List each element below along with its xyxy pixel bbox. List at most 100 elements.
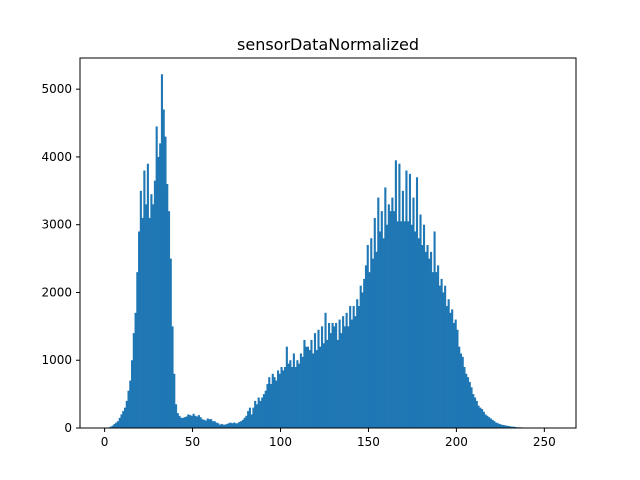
histogram-bar	[454, 319, 457, 428]
histogram-bar	[125, 400, 128, 428]
histogram-bar	[498, 423, 501, 428]
histogram-bar	[440, 278, 443, 428]
histogram-bar	[391, 197, 394, 428]
histogram-bar	[118, 417, 121, 428]
histogram-bar	[333, 326, 336, 428]
histogram-bar	[211, 421, 215, 428]
y-axis-ticks: 0 1000 2000 3000 4000 5000	[41, 82, 80, 435]
histogram-bar	[162, 109, 165, 428]
x-tick-label: 150	[357, 435, 380, 449]
histogram-bar	[271, 373, 274, 428]
histogram-bar	[189, 415, 192, 428]
histogram-bar	[401, 190, 404, 428]
x-tick-label: 50	[185, 435, 200, 449]
histogram-bar	[371, 258, 375, 428]
histogram-bar	[510, 426, 514, 428]
histogram-bar	[386, 224, 389, 428]
histogram-bar	[299, 353, 302, 428]
histogram-bar	[431, 272, 434, 428]
histogram-bar	[320, 326, 324, 428]
histogram-bar	[276, 370, 280, 428]
histogram-bar	[473, 397, 477, 428]
histogram-bar	[180, 417, 183, 428]
histogram-bar	[507, 425, 510, 428]
histogram-bar	[438, 285, 441, 428]
histogram-bar	[412, 197, 415, 428]
histogram-bar	[437, 265, 440, 428]
histogram-bar	[278, 373, 281, 428]
histogram-bar	[305, 346, 308, 428]
histogram-bar	[222, 424, 225, 428]
histogram-bar	[252, 407, 255, 428]
histogram-bar	[146, 163, 149, 428]
histogram-bar	[410, 224, 413, 428]
histogram-bar	[415, 177, 419, 428]
histogram-bar	[502, 424, 505, 428]
histogram-bar	[289, 360, 292, 428]
histogram-bar	[287, 363, 290, 428]
histogram-bar	[233, 422, 236, 428]
histogram-bar	[349, 306, 352, 428]
histogram-bar	[208, 419, 211, 428]
histogram-bar	[194, 415, 197, 428]
histogram-bar	[143, 170, 146, 428]
histogram-bar	[138, 231, 141, 428]
histogram-bar	[477, 405, 480, 428]
histogram-bar	[313, 333, 317, 428]
histogram-bar	[375, 251, 378, 428]
histogram-bar	[206, 418, 209, 428]
histogram-bar	[240, 421, 243, 428]
histogram-bar	[259, 400, 262, 428]
histogram-bar	[148, 217, 151, 428]
histogram-bar	[481, 409, 484, 428]
histogram-bar	[190, 415, 193, 428]
histogram-bar	[217, 423, 220, 428]
histogram-bar	[465, 373, 468, 428]
histogram-bar	[343, 326, 346, 428]
histogram-bar	[257, 397, 260, 428]
histogram-bar	[345, 312, 348, 428]
histogram-bar	[451, 309, 454, 428]
histogram-bar	[347, 326, 350, 428]
histogram-bar	[444, 285, 447, 428]
histogram-bar	[171, 326, 174, 428]
histogram-bar	[127, 390, 130, 428]
histogram-bar	[159, 143, 162, 428]
histogram-bar	[324, 312, 327, 428]
histogram-bar	[377, 197, 380, 428]
histogram-bar	[173, 373, 176, 428]
histogram-bars	[106, 74, 528, 429]
histogram-bar	[500, 424, 503, 428]
histogram-bar	[495, 422, 498, 428]
histogram-bar	[442, 292, 445, 428]
histogram-bar	[393, 211, 396, 428]
histogram-bar	[213, 421, 216, 428]
histogram-bar	[268, 377, 271, 428]
histogram-bar	[405, 170, 408, 428]
histogram-bar	[152, 204, 155, 428]
histogram-bar	[419, 214, 422, 428]
histogram-bar	[505, 425, 508, 428]
histogram-bar	[204, 420, 207, 428]
histogram-bar	[284, 367, 287, 428]
histogram-bar	[111, 425, 114, 428]
histogram-bar	[291, 367, 294, 428]
histogram-bar	[254, 400, 257, 428]
x-tick-label: 200	[445, 435, 468, 449]
histogram-bar	[113, 423, 116, 428]
histogram-bar	[210, 419, 213, 428]
histogram-bar	[407, 221, 410, 428]
histogram-bar	[357, 306, 361, 428]
histogram-bar	[489, 418, 492, 428]
histogram-bar	[116, 421, 120, 428]
histogram-bar	[220, 423, 223, 428]
histogram-bar	[310, 339, 313, 428]
histogram-bar	[312, 353, 315, 428]
histogram-bar	[215, 422, 218, 428]
histogram-bar	[468, 381, 471, 428]
y-tick-label: 0	[64, 421, 72, 435]
histogram-bar	[359, 285, 362, 428]
histogram-bar	[169, 258, 172, 428]
histogram-bar	[285, 346, 288, 428]
histogram-bar	[398, 163, 401, 428]
